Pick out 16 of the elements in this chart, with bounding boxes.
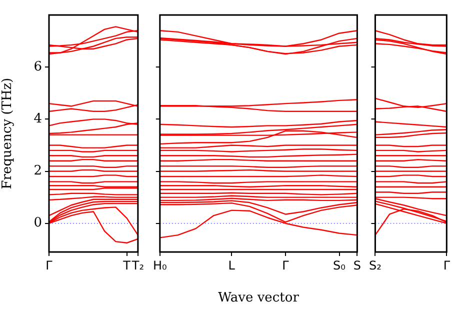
x-tick-label: T [122, 258, 132, 272]
x-tick-label: L [228, 258, 236, 272]
x-tick-label: Γ [443, 258, 450, 272]
x-tick-label: S [353, 258, 362, 272]
y-axis-title: Frequency (THz) [0, 78, 16, 190]
y-tick-label: 4 [34, 112, 42, 127]
x-tick-label: H₀ [152, 258, 168, 272]
x-tick-label: T₂ [130, 258, 144, 272]
x-tick-label: Γ [46, 258, 53, 272]
y-tick-label: 0 [34, 216, 42, 231]
y-tick-label: 2 [34, 164, 42, 179]
x-tick-label: Γ [282, 258, 290, 272]
y-tick-label: 6 [34, 59, 42, 74]
x-tick-label: S₂ [368, 258, 382, 272]
x-axis-title: Wave vector [218, 290, 300, 306]
x-tick-label: S₀ [333, 258, 346, 272]
